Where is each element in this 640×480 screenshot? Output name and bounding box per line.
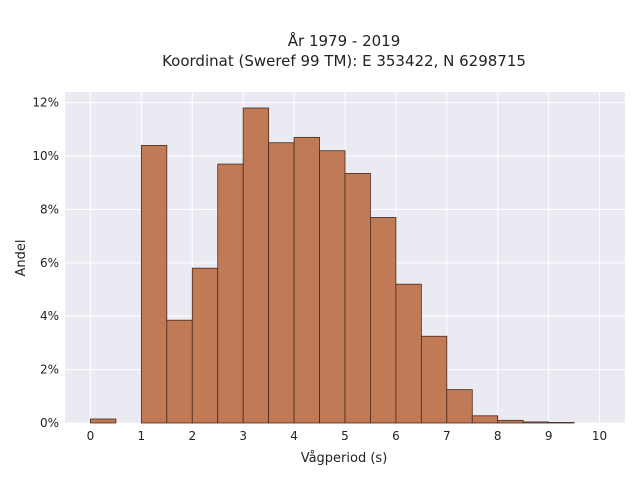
x-tick-label: 10	[592, 429, 607, 443]
histogram-bar	[268, 142, 295, 424]
histogram-bar	[395, 283, 422, 424]
histogram-bar	[217, 163, 244, 424]
histogram-bar	[191, 267, 219, 424]
y-tick-label: 10%	[32, 149, 59, 163]
x-tick-label: 3	[239, 429, 247, 443]
histogram-bar	[140, 144, 168, 424]
y-tick-label: 0%	[40, 416, 59, 430]
chart-subtitle: Koordinat (Sweref 99 TM): E 353422, N 62…	[162, 52, 526, 70]
x-tick-label: 6	[392, 429, 400, 443]
y-tick-labels: 0% 2% 4% 6% 8% 10% 12%	[32, 96, 59, 430]
bars	[90, 107, 575, 424]
x-tick-label: 2	[188, 429, 196, 443]
histogram-bar	[293, 136, 320, 424]
histogram-bar	[370, 217, 397, 424]
x-tick-label: 0	[87, 429, 95, 443]
chart-title: År 1979 - 2019	[288, 31, 401, 50]
histogram-bar	[90, 418, 117, 424]
x-tick-label: 7	[443, 429, 451, 443]
y-tick-label: 4%	[40, 309, 59, 323]
histogram-bar	[471, 415, 499, 424]
histogram-bar	[446, 389, 473, 424]
y-tick-label: 6%	[40, 256, 59, 270]
x-tick-label: 8	[494, 429, 502, 443]
histogram-bar	[497, 419, 524, 424]
y-axis-label: Andel	[14, 240, 29, 277]
histogram-bar	[548, 422, 575, 424]
x-tick-label: 9	[545, 429, 553, 443]
histogram-bar	[522, 421, 550, 424]
x-tick-label: 4	[290, 429, 298, 443]
y-tick-label: 2%	[40, 363, 59, 377]
x-tick-label: 1	[138, 429, 146, 443]
x-axis-label: Vågperiod (s)	[301, 451, 388, 466]
y-tick-label: 12%	[32, 96, 59, 110]
x-tick-labels: 0 1 2 3 4 5 6 7 8 9 10	[87, 429, 608, 443]
histogram-bar	[242, 107, 270, 424]
histogram-bar	[420, 335, 448, 424]
histogram-bar	[319, 150, 346, 424]
y-tick-label: 8%	[40, 202, 59, 216]
x-tick-label: 5	[341, 429, 349, 443]
histogram-bar	[166, 319, 193, 424]
histogram-bar	[344, 173, 371, 424]
